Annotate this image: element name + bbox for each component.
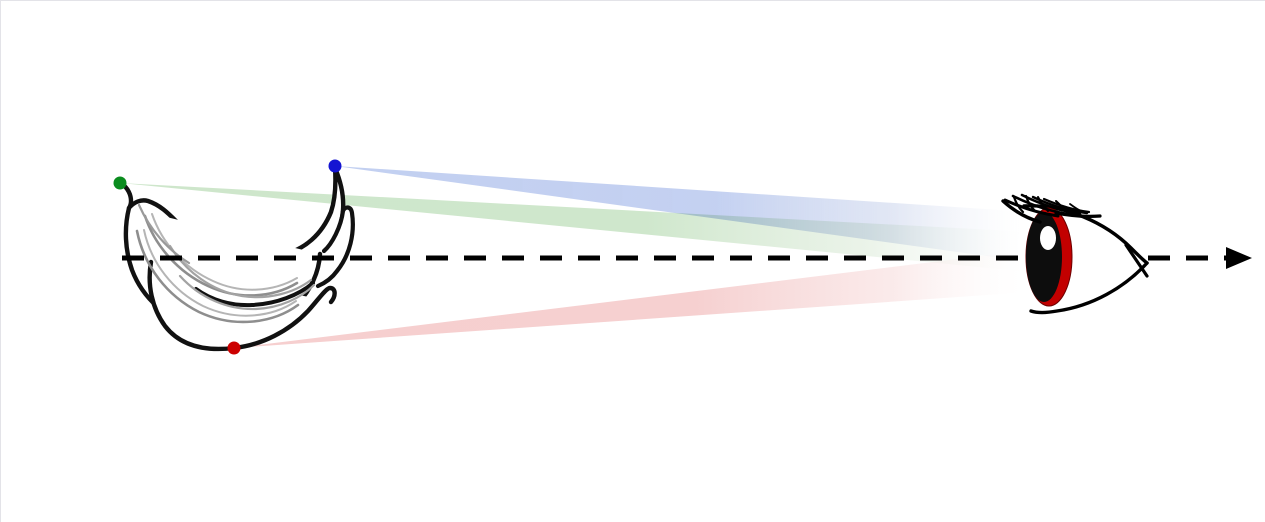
blue-ray-cone (335, 166, 1030, 262)
red-ray-cone (234, 250, 1030, 348)
ray-cones-group (120, 166, 1030, 348)
bottom-source-point[interactable] (227, 341, 241, 355)
banana-upper-tip (315, 205, 355, 289)
eye-lower-lid (1029, 261, 1149, 315)
human-eye (1001, 193, 1149, 315)
eye-pupil (1026, 212, 1062, 302)
banana-detail-strokes (135, 203, 316, 324)
top-source-point[interactable] (328, 159, 342, 173)
green-ray-cone (120, 183, 1030, 272)
eye-pupil-highlight (1040, 226, 1056, 250)
left-source-point[interactable] (113, 176, 127, 190)
axis-arrowhead (1226, 247, 1252, 269)
eye-inner-corner (1124, 243, 1149, 278)
banana-lower-inner-edge (194, 281, 315, 308)
source-points-group (113, 159, 342, 355)
eyelashes (1001, 193, 1102, 224)
banana-bunch (119, 165, 355, 352)
